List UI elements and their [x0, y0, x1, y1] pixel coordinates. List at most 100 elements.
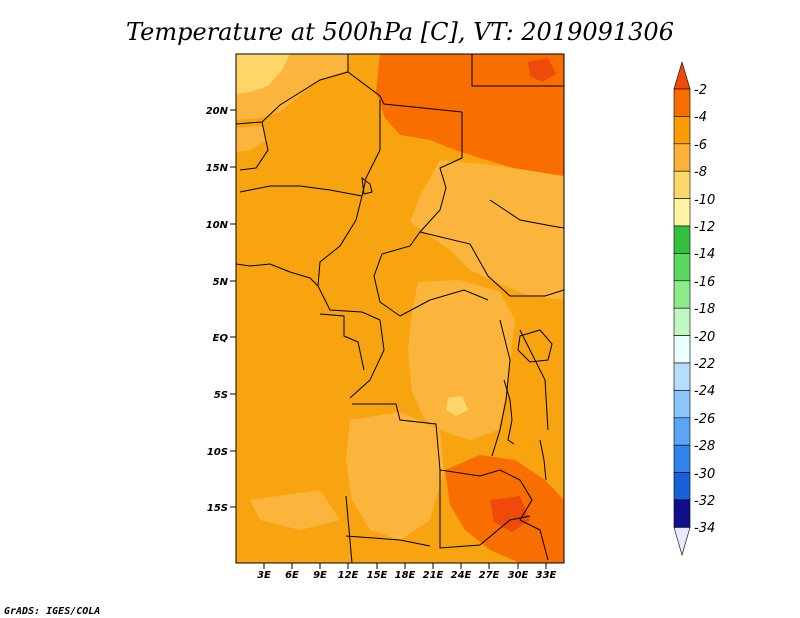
colorbar-label: -18 — [694, 302, 715, 317]
lon-label-9e: 9E — [313, 570, 327, 581]
lat-label-15s: 15S — [207, 503, 228, 514]
lat-label-eq: EQ — [213, 333, 229, 344]
colorbar-swatch — [673, 116, 691, 145]
colorbar-label: -32 — [694, 494, 715, 509]
border-mozambique — [519, 519, 549, 561]
border-gabon-congo — [319, 313, 365, 371]
colorbar-swatch — [673, 499, 691, 528]
colorbar-swatch — [673, 390, 691, 419]
colorbar-label: -8 — [694, 165, 707, 180]
colorbar-swatch — [673, 472, 691, 501]
field-southeast-hot — [490, 496, 530, 532]
colorbar-swatch — [673, 225, 691, 254]
border-great-lakes-2 — [519, 329, 549, 431]
colorbar-label: -30 — [694, 467, 715, 482]
field-congo-cool — [408, 280, 515, 440]
border-cameroon-south — [317, 285, 381, 321]
lat-label-10s: 10S — [207, 447, 228, 458]
field-northeast-warm — [376, 54, 564, 178]
field-sahara-cool — [236, 126, 268, 152]
lat-label-15n: 15N — [206, 163, 229, 174]
colorbar-label: -2 — [694, 83, 707, 98]
lake-victoria — [517, 329, 553, 363]
colorbar-swatch — [673, 170, 691, 199]
colorbar-label: -16 — [694, 275, 715, 290]
border-libya-egypt — [471, 54, 564, 87]
colorbar-swatch — [673, 362, 691, 391]
colorbar-label: -12 — [694, 220, 715, 235]
latitude-axis: 20N 15N 10N 5N EQ 5S 10S 15S — [206, 106, 236, 514]
colorbar-swatch — [673, 280, 691, 309]
longitude-axis: 3E 6E 9E 12E 15E 18E 21E 24E 27E 30E 33E — [257, 563, 557, 581]
field-north-coolest — [236, 54, 290, 94]
lon-label-27e: 27E — [479, 570, 500, 581]
map-frame — [235, 53, 565, 564]
border-drc-angola — [352, 403, 481, 477]
lake-tanganyika — [503, 379, 515, 445]
border-egypt-sudan — [439, 112, 463, 189]
border-car-south — [399, 289, 489, 317]
lon-label-24e: 24E — [451, 570, 472, 581]
lon-label-30e: 30E — [508, 570, 529, 581]
coastline-gulf-of-guinea — [236, 263, 319, 287]
lon-label-6e: 6E — [285, 570, 299, 581]
colorbar-swatch — [673, 307, 691, 336]
temperature-field — [236, 54, 564, 563]
colorbar-swatch — [673, 335, 691, 364]
lat-label-20n: 20N — [206, 106, 229, 117]
lat-label-5s: 5S — [214, 390, 228, 401]
lon-label-18e: 18E — [395, 570, 416, 581]
border-niger-nigeria — [239, 185, 363, 197]
colorbar-swatch — [673, 88, 691, 117]
border-sudan-ethiopia — [489, 199, 564, 229]
border-congo-drc — [349, 319, 385, 399]
colorbar-label: -22 — [694, 357, 715, 372]
border-namibia — [345, 495, 353, 563]
colorbar-swatch — [673, 198, 691, 227]
country-borders — [236, 54, 564, 563]
border-zimbabwe — [479, 515, 531, 546]
lake-chad — [361, 176, 373, 195]
lat-label-10n: 10N — [206, 220, 229, 231]
border-south-sudan — [419, 231, 564, 297]
lon-label-15e: 15E — [367, 570, 388, 581]
field-southwest-cool — [250, 490, 340, 530]
colorbar-label: -34 — [694, 521, 715, 536]
colorbar-label: -26 — [694, 412, 715, 427]
field-congo-coolest — [446, 396, 468, 416]
border-mali-niger — [239, 121, 269, 171]
colorbar-swatch — [673, 143, 691, 172]
border-algeria-libya — [236, 54, 349, 125]
border-nigeria-cameroon — [317, 195, 363, 287]
colorbar-label: -6 — [694, 138, 707, 153]
colorbar-swatch — [673, 444, 691, 473]
colorbar-label: -14 — [694, 247, 715, 262]
lon-label-3e: 3E — [257, 570, 271, 581]
border-libya-chad — [347, 71, 463, 113]
colorbar-top-arrow — [673, 60, 691, 90]
border-niger-chad — [361, 100, 381, 197]
colorbar-label: -4 — [694, 110, 707, 125]
lat-label-5n: 5N — [213, 277, 229, 288]
lake-malawi — [539, 439, 547, 481]
border-angola-namibia — [345, 535, 431, 547]
border-great-lakes-1 — [491, 319, 511, 457]
grads-credit: GrADS: IGES/COLA — [4, 606, 100, 617]
field-south-cool — [346, 412, 444, 540]
map-title: Temperature at 500hPa [C], VT: 201909130… — [126, 18, 674, 46]
colorbar-swatch — [673, 253, 691, 282]
colorbar-label: -20 — [694, 330, 715, 345]
colorbar-labels: -2 -4 -6 -8 -10 -12 -14 -16 -18 -20 -22 … — [694, 83, 715, 536]
colorbar — [673, 60, 691, 557]
field-east-cool — [410, 160, 564, 300]
lon-label-12e: 12E — [338, 570, 359, 581]
colorbar-label: -28 — [694, 439, 715, 454]
border-angola-zambia — [439, 470, 481, 549]
colorbar-label: -24 — [694, 384, 715, 399]
border-zambia-east — [479, 469, 533, 521]
colorbar-swatch — [673, 417, 691, 446]
lon-label-33e: 33E — [536, 570, 557, 581]
field-northeast-hot — [528, 58, 556, 82]
lon-label-21e: 21E — [423, 570, 444, 581]
